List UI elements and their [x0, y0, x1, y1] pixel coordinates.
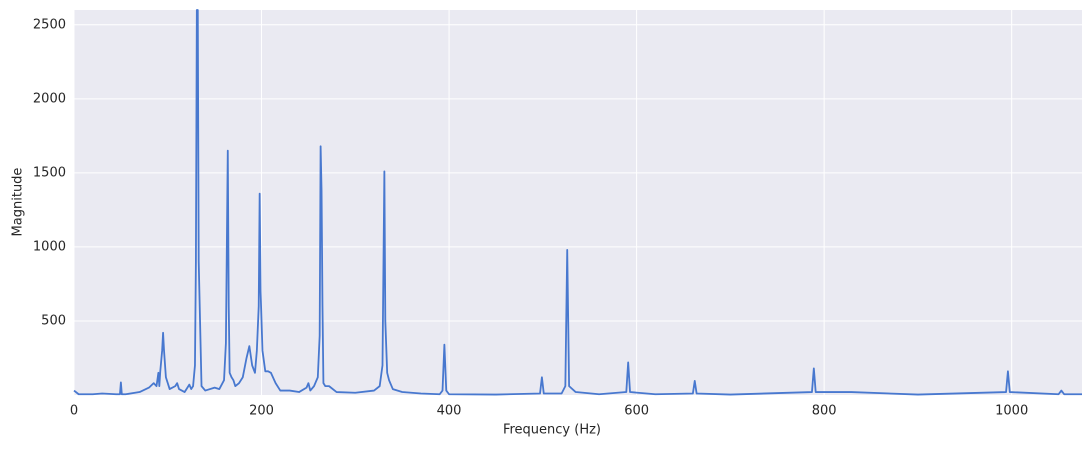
- x-tick-label: 0: [70, 404, 78, 419]
- y-axis-label: Magnitude: [11, 168, 26, 237]
- plot-area: [74, 10, 1082, 395]
- y-tick-label: 500: [41, 313, 66, 328]
- x-tick-label: 1000: [995, 404, 1028, 419]
- spectrum-line: [73, 9, 1082, 396]
- x-axis-label: Frequency (Hz): [503, 423, 601, 438]
- x-tick-label: 800: [812, 404, 837, 419]
- x-tick-label: 600: [624, 404, 649, 419]
- y-tick-label: 2500: [33, 17, 66, 32]
- y-tick-label: 1000: [33, 239, 66, 254]
- x-tick-label: 400: [437, 404, 462, 419]
- y-tick-label: 2000: [33, 91, 66, 106]
- y-tick-label: 1500: [33, 165, 66, 180]
- x-tick-label: 200: [249, 404, 274, 419]
